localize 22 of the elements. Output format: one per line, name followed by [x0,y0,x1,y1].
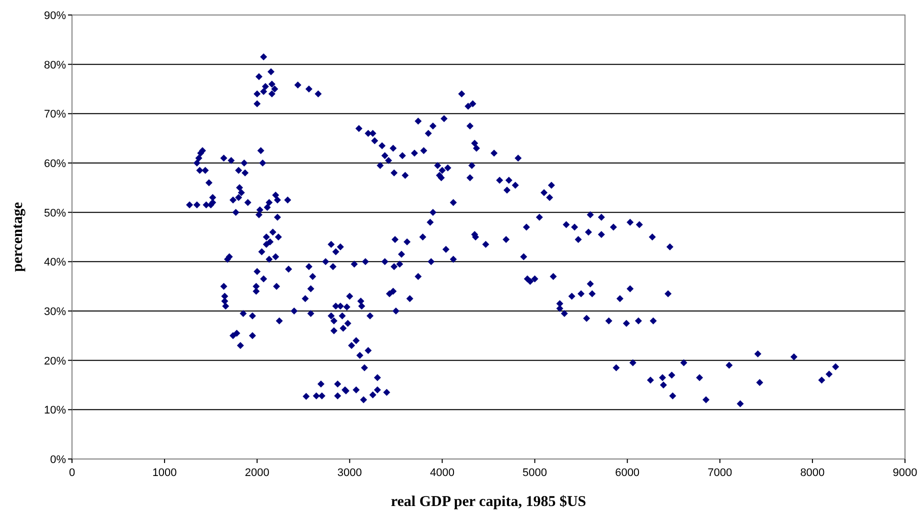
y-tick-label: 70% [44,108,66,121]
y-tick-label: 0% [50,454,66,466]
y-tick-label: 20% [44,355,66,368]
x-tick-label: 1000 [152,467,177,479]
x-tick-label: 2000 [244,467,270,479]
y-tick-label: 80% [44,59,66,72]
x-tick-label: 0 [68,467,76,479]
y-tick-label: 40% [44,256,66,269]
y-tick-label: 30% [44,306,66,318]
y-axis-title: percentage [10,202,26,272]
y-tick-label: 10% [44,404,66,417]
x-tick-label: 6000 [615,467,640,479]
x-tick-label: 8000 [800,467,825,479]
x-tick-label: 3000 [337,467,362,479]
y-tick-label: 60% [44,158,66,170]
y-tick-label: 50% [44,207,66,220]
x-tick-label: 5000 [522,467,548,479]
x-tick-label: 7000 [708,467,732,479]
x-tick-label: 4000 [430,467,454,479]
x-axis-title: real GDP per capita, 1985 $US [390,494,586,510]
y-tick-label: 90% [44,10,66,22]
x-tick-label: 9000 [892,467,918,479]
